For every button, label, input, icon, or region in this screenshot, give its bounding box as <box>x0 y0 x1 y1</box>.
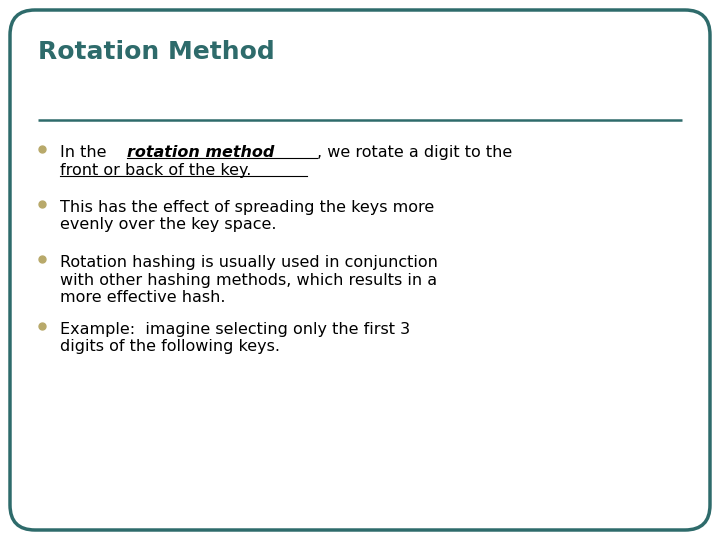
Text: Rotation hashing is usually used in conjunction: Rotation hashing is usually used in conj… <box>60 255 438 270</box>
Text: In the: In the <box>60 145 112 160</box>
Text: rotation method: rotation method <box>127 145 274 160</box>
Text: front or back of the key.: front or back of the key. <box>60 163 251 178</box>
Text: front or back of the key.: front or back of the key. <box>60 163 251 178</box>
Text: , we rotate a digit to the: , we rotate a digit to the <box>317 145 512 160</box>
Text: Rotation Method: Rotation Method <box>38 40 275 64</box>
Text: digits of the following keys.: digits of the following keys. <box>60 340 280 354</box>
Text: evenly over the key space.: evenly over the key space. <box>60 218 276 233</box>
Text: Example:  imagine selecting only the first 3: Example: imagine selecting only the firs… <box>60 322 410 337</box>
FancyBboxPatch shape <box>10 10 710 530</box>
Text: with other hashing methods, which results in a: with other hashing methods, which result… <box>60 273 437 287</box>
Text: more effective hash.: more effective hash. <box>60 290 225 305</box>
Text: This has the effect of spreading the keys more: This has the effect of spreading the key… <box>60 200 434 215</box>
